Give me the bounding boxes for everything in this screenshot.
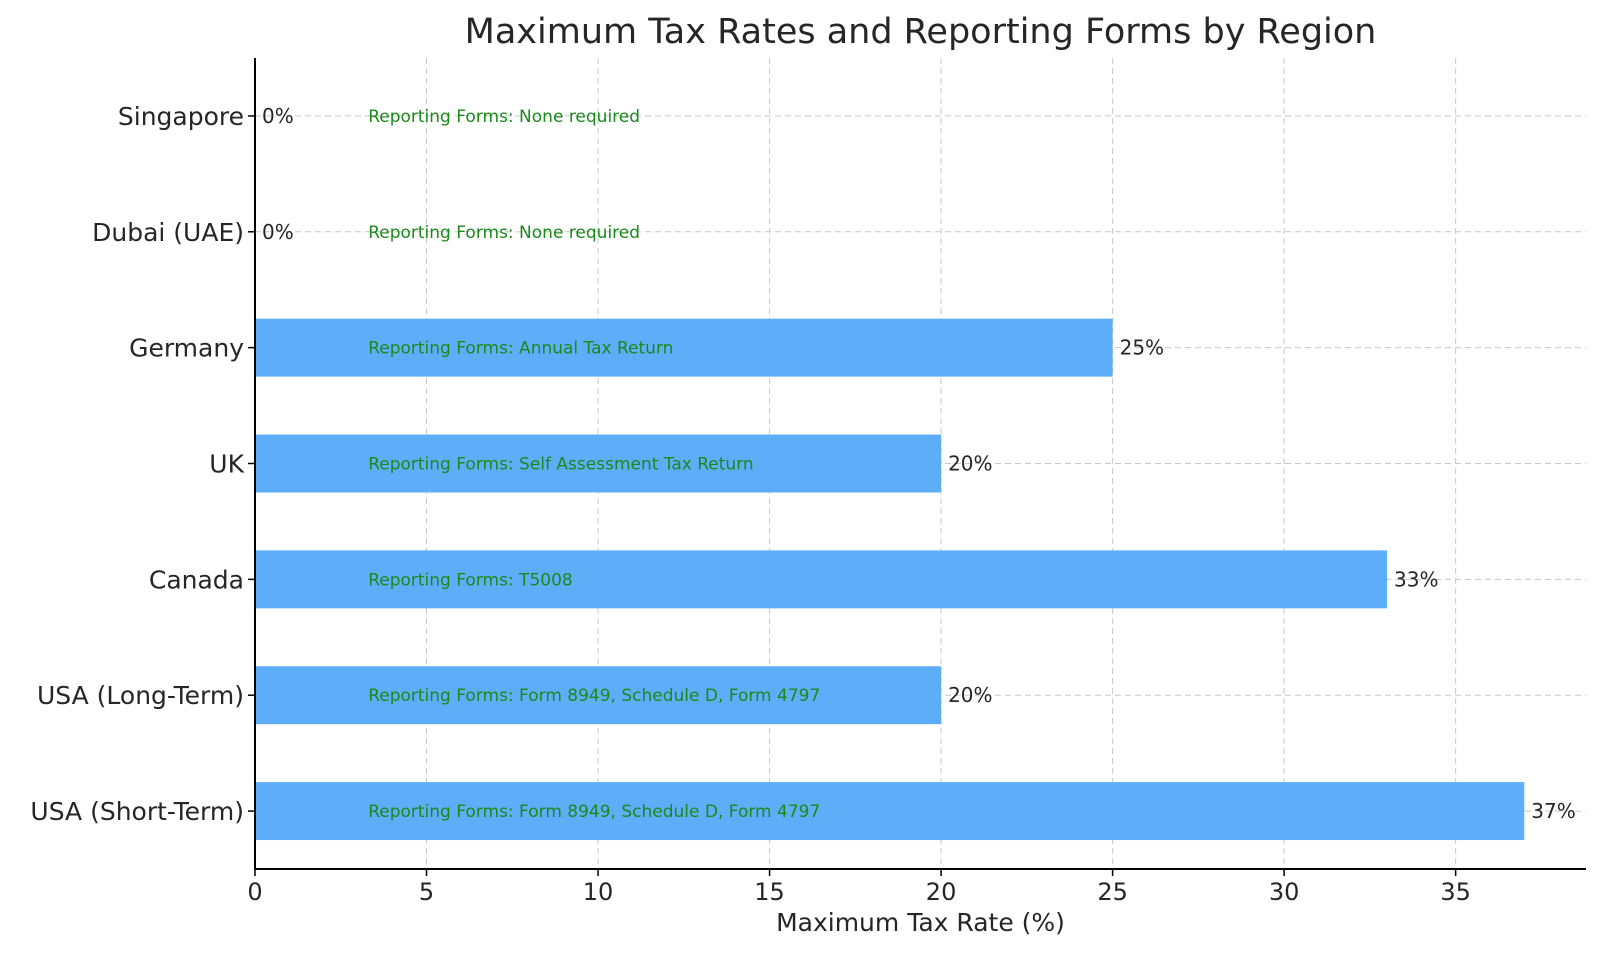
bar-value-label: 20% <box>948 683 992 707</box>
bar-value-label: 20% <box>948 452 992 476</box>
bar <box>255 318 1113 377</box>
y-axis-ticks: USA (Short-Term) USA (Long-Term) Canada UK G… <box>30 102 255 826</box>
x-tick-label: 20 <box>926 878 957 906</box>
x-tick-label: 35 <box>1440 878 1471 906</box>
x-axis-ticks: 0 5 10 15 20 25 30 35 <box>247 869 1471 906</box>
x-tick-label: 30 <box>1269 878 1300 906</box>
bar-annotation: Reporting Forms: T5008 <box>368 570 573 590</box>
bars <box>255 318 1525 841</box>
y-tick-label: USA (Short-Term) <box>30 797 244 826</box>
value-labels: 37% 20% 33% 20% 25% 0% 0% <box>262 104 1576 823</box>
y-tick-label: USA (Long-Term) <box>37 681 244 710</box>
y-tick-label: UK <box>209 450 244 479</box>
bar-annotation: Reporting Forms: Annual Tax Return <box>368 339 673 359</box>
y-tick-label: Dubai (UAE) <box>92 218 244 247</box>
x-tick-label: 5 <box>419 878 434 906</box>
bar-annotation: Reporting Forms: Form 8949, Schedule D, … <box>368 802 820 822</box>
bar-value-label: 25% <box>1120 336 1164 360</box>
chart-title: Maximum Tax Rates and Reporting Forms by… <box>465 12 1377 52</box>
y-tick-label: Germany <box>129 334 244 363</box>
bar-annotation: Reporting Forms: None required <box>368 107 640 127</box>
bar-annotation: Reporting Forms: Self Assessment Tax Ret… <box>368 455 753 475</box>
bar <box>255 550 1388 609</box>
bar-value-label: 0% <box>262 220 294 244</box>
bar-value-label: 0% <box>262 104 294 128</box>
bar-annotation: Reporting Forms: Form 8949, Schedule D, … <box>368 686 820 706</box>
x-tick-label: 25 <box>1097 878 1128 906</box>
x-tick-label: 10 <box>583 878 614 906</box>
y-tick-label: Singapore <box>118 102 244 131</box>
x-tick-label: 0 <box>247 878 262 906</box>
bar <box>255 666 942 725</box>
bar-annotation: Reporting Forms: None required <box>368 223 640 243</box>
x-axis-label: Maximum Tax Rate (%) <box>776 908 1065 937</box>
y-tick-label: Canada <box>149 565 244 594</box>
annotations: Reporting Forms: Form 8949, Schedule D, … <box>368 107 820 822</box>
bar-value-label: 33% <box>1394 567 1438 591</box>
x-tick-label: 15 <box>754 878 785 906</box>
bar <box>255 782 1525 841</box>
bar-value-label: 37% <box>1531 799 1575 823</box>
bar <box>255 434 942 493</box>
